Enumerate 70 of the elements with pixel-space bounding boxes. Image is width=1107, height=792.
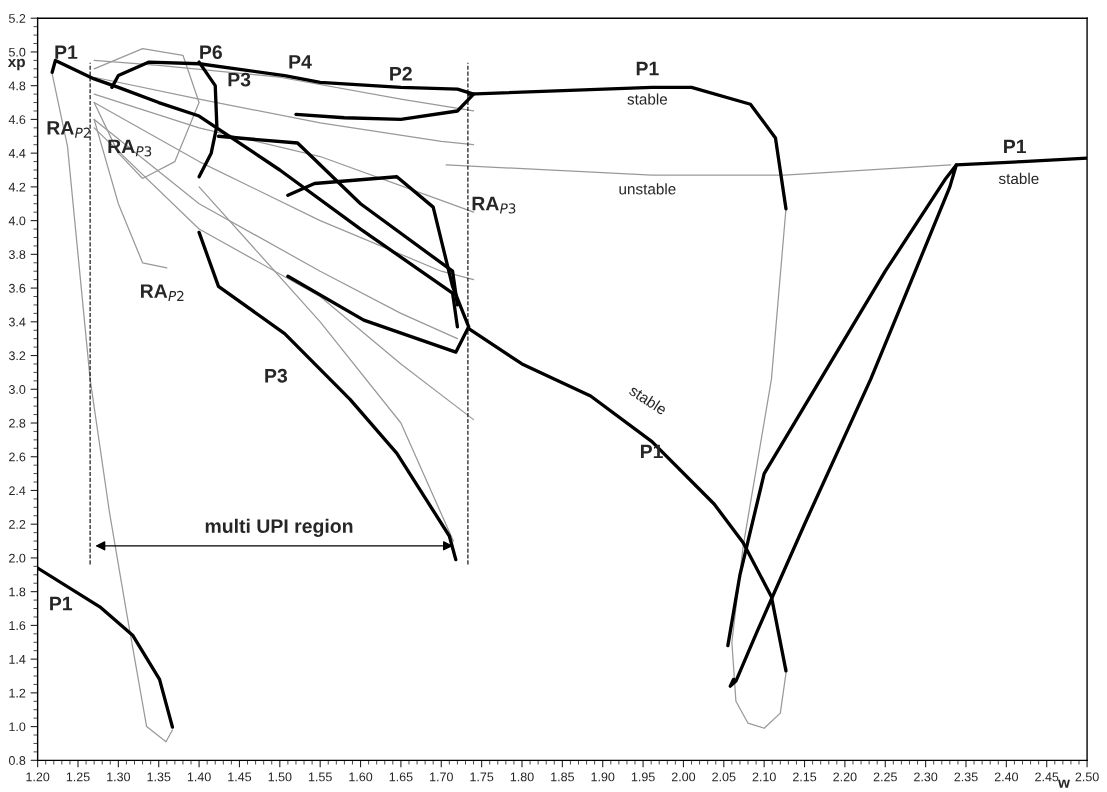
y-tick-label: 4.6 <box>8 115 26 125</box>
y-tick-label: 3.8 <box>8 250 26 259</box>
y-axis-title: xp <box>7 58 25 71</box>
x-tick-label: 2.05 <box>712 772 736 782</box>
y-tick-label: 3.0 <box>8 385 26 394</box>
x-tick-label: 2.40 <box>994 772 1019 782</box>
annotation: P3 <box>228 72 251 87</box>
y-tick-label: 0.8 <box>8 756 26 765</box>
x-tick-label: 1.90 <box>591 772 615 782</box>
x-tick-label: 1.50 <box>268 772 292 782</box>
y-tick-label: 3.2 <box>8 351 26 361</box>
y-tick-label: 2.2 <box>9 520 26 529</box>
y-tick-label: 2.8 <box>9 418 26 428</box>
x-tick-label: 1.75 <box>470 772 494 782</box>
x-tick-label: 1.60 <box>349 772 373 782</box>
x-tick-label: 1.80 <box>510 772 534 782</box>
annotation: P3 <box>265 368 288 383</box>
x-tick-label: 2.45 <box>1035 772 1059 782</box>
y-tick-label: 1.6 <box>9 621 26 631</box>
annotation: RA$_{P2}$ <box>47 121 91 138</box>
annotation: P4 <box>289 55 312 69</box>
annotation: RA$_{P3}$ <box>108 139 152 157</box>
x-tick-label: 1.55 <box>308 772 332 782</box>
annotation: P1 <box>640 444 663 459</box>
annotation: multi UPI region <box>205 518 353 537</box>
y-tick-label: 2.0 <box>9 553 26 563</box>
x-tick-label: 1.20 <box>26 772 50 782</box>
x-tick-label: 1.35 <box>147 772 171 782</box>
x-tick-label: 2.35 <box>954 772 978 782</box>
annotation: P6 <box>200 45 222 60</box>
x-tick-label: 2.10 <box>752 772 776 782</box>
annotation: P1 <box>55 45 78 59</box>
y-tick-label: 4.0 <box>8 216 26 226</box>
annotation: P1 <box>1004 139 1027 154</box>
y-tick-label: 5.2 <box>8 14 26 23</box>
y-tick-label: 1.8 <box>9 587 26 597</box>
y-tick-label: 5.0 <box>8 47 26 57</box>
x-tick-label: 1.45 <box>228 772 252 782</box>
annotation: stable <box>627 93 668 105</box>
x-tick-label: 2.00 <box>671 772 696 782</box>
x-tick-label: 2.20 <box>833 772 857 782</box>
x-tick-label: 1.40 <box>187 772 211 782</box>
x-tick-label: 2.50 <box>1075 772 1099 782</box>
y-tick-label: 2.4 <box>9 486 26 495</box>
y-tick-label: 2.6 <box>9 452 26 462</box>
annotation: stable <box>998 172 1039 185</box>
y-tick-label: 1.0 <box>9 722 26 732</box>
y-tick-label: 1.4 <box>9 655 26 664</box>
x-tick-label: 1.30 <box>107 772 131 782</box>
x-tick-label: 2.25 <box>873 772 897 782</box>
x-tick-label: 2.15 <box>793 772 817 782</box>
annotation: RA$_{P3}$ <box>472 196 516 214</box>
annotation: P1 <box>636 61 659 76</box>
x-axis-title: w <box>1058 779 1070 788</box>
y-tick-label: 4.8 <box>8 81 26 91</box>
y-tick-label: 1.2 <box>9 688 26 698</box>
x-tick-label: 2.30 <box>914 772 938 782</box>
annotation: P1 <box>50 596 73 611</box>
y-tick-label: 4.4 <box>8 149 26 158</box>
annotation: P2 <box>390 66 412 81</box>
x-tick-label: 1.70 <box>430 772 453 782</box>
x-tick-label: 1.95 <box>631 772 655 782</box>
annotation: unstable <box>619 183 676 195</box>
annotation: RA$_{P2}$ <box>140 284 184 301</box>
x-tick-label: 1.25 <box>66 772 90 782</box>
y-tick-label: 4.2 <box>8 182 26 192</box>
x-tick-label: 1.65 <box>389 772 413 782</box>
x-tick-label: 1.85 <box>551 772 574 782</box>
y-tick-label: 3.6 <box>8 283 26 293</box>
y-tick-label: 3.4 <box>8 317 26 327</box>
